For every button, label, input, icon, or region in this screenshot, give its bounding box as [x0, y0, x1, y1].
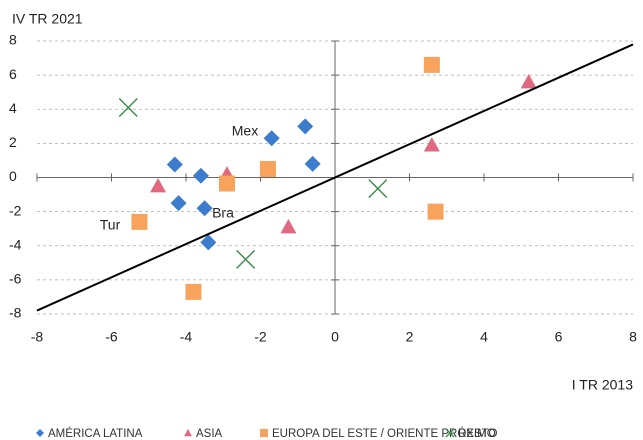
legend-item: AMÉRICA LATINA — [36, 427, 143, 440]
y-tick-label: -2 — [9, 202, 22, 218]
point — [236, 249, 256, 269]
y-tick-label: 8 — [9, 32, 17, 48]
legend-item: EUROPA DEL ESTE / ORIENTE PRÓXIMO — [260, 427, 496, 440]
y-tick-label: 6 — [9, 66, 17, 82]
y-axis-title: IV TR 2021 — [12, 11, 83, 27]
x-tick-label: -2 — [254, 329, 267, 345]
legend-marker — [36, 429, 44, 437]
point — [170, 195, 187, 212]
point — [259, 160, 276, 177]
point — [118, 98, 138, 118]
point — [196, 200, 213, 217]
point — [263, 130, 280, 147]
x-tick-label: 2 — [406, 329, 414, 345]
point — [192, 167, 209, 184]
y-tick-label: -6 — [9, 271, 22, 287]
point — [368, 179, 388, 199]
legend-label: RESTO — [458, 428, 497, 440]
point — [131, 213, 148, 230]
point — [423, 56, 440, 73]
y-tick-label: 2 — [9, 134, 17, 150]
x-tick-label: -8 — [31, 329, 44, 345]
x-tick-label: 0 — [331, 329, 339, 345]
x-tick-label: 4 — [480, 329, 488, 345]
legend-marker — [445, 428, 455, 438]
point — [520, 73, 537, 89]
point — [427, 203, 444, 220]
annotation: Mex — [232, 123, 258, 139]
y-tick-label: 0 — [9, 168, 17, 184]
y-tick-label: 4 — [9, 100, 17, 116]
point — [280, 218, 297, 234]
x-tick-label: 8 — [629, 329, 637, 345]
x-tick-label: 6 — [555, 329, 563, 345]
x-tick-label: -6 — [105, 329, 118, 345]
x-axis-title: I TR 2013 — [572, 377, 633, 393]
point — [304, 155, 321, 172]
point — [297, 118, 314, 135]
legend-label: ASIA — [196, 428, 223, 440]
point — [200, 234, 217, 251]
y-tick-label: -4 — [9, 236, 22, 252]
legend-marker — [260, 429, 268, 437]
annotation: Bra — [212, 205, 234, 221]
point — [423, 137, 440, 152]
legend-marker — [184, 429, 192, 437]
x-tick-label: -4 — [180, 329, 193, 345]
legend-item: ASIA — [184, 428, 223, 440]
reference-line — [36, 43, 634, 312]
point — [185, 283, 202, 300]
point — [166, 156, 183, 173]
annotation: Tur — [100, 217, 121, 233]
legend-label: EUROPA DEL ESTE / ORIENTE PRÓXIMO — [272, 427, 496, 440]
point — [218, 175, 235, 192]
legend-label: AMÉRICA LATINA — [48, 427, 143, 440]
legend-item: RESTO — [445, 428, 497, 440]
point — [150, 178, 167, 193]
y-tick-label: -8 — [9, 305, 22, 321]
